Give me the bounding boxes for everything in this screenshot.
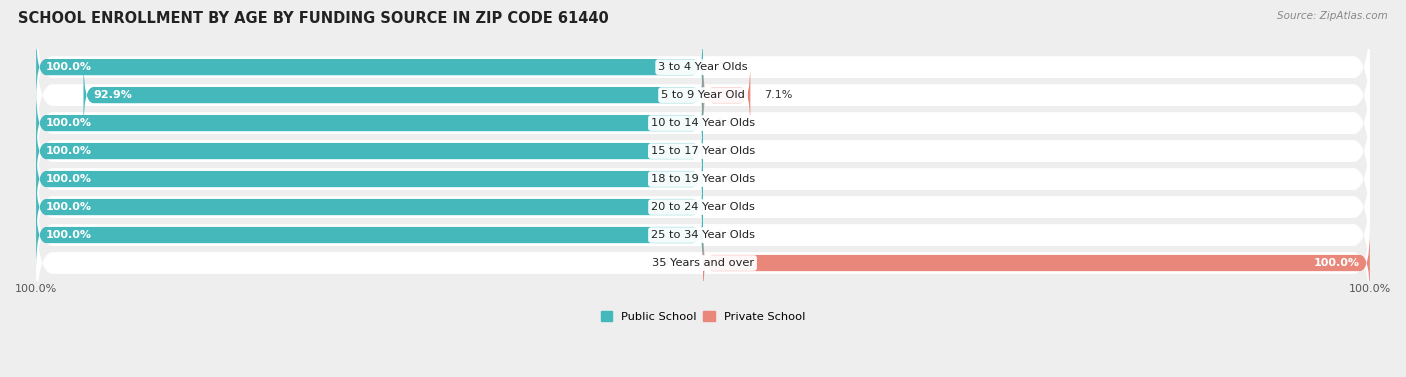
FancyBboxPatch shape xyxy=(37,204,1369,322)
Text: 0.0%: 0.0% xyxy=(716,118,745,128)
Text: 100.0%: 100.0% xyxy=(46,230,93,240)
Legend: Public School, Private School: Public School, Private School xyxy=(596,307,810,326)
FancyBboxPatch shape xyxy=(37,148,1369,266)
Text: SCHOOL ENROLLMENT BY AGE BY FUNDING SOURCE IN ZIP CODE 61440: SCHOOL ENROLLMENT BY AGE BY FUNDING SOUR… xyxy=(18,11,609,26)
FancyBboxPatch shape xyxy=(37,92,1369,210)
FancyBboxPatch shape xyxy=(37,36,1369,154)
FancyBboxPatch shape xyxy=(37,89,703,157)
Text: Source: ZipAtlas.com: Source: ZipAtlas.com xyxy=(1277,11,1388,21)
FancyBboxPatch shape xyxy=(703,61,751,129)
FancyBboxPatch shape xyxy=(37,64,1369,182)
FancyBboxPatch shape xyxy=(37,120,1369,238)
Text: 100.0%: 100.0% xyxy=(46,118,93,128)
Text: 100.0%: 100.0% xyxy=(46,146,93,156)
Text: 35 Years and over: 35 Years and over xyxy=(652,258,754,268)
Text: 0.0%: 0.0% xyxy=(716,202,745,212)
Text: 15 to 17 Year Olds: 15 to 17 Year Olds xyxy=(651,146,755,156)
Text: 0.0%: 0.0% xyxy=(716,230,745,240)
FancyBboxPatch shape xyxy=(37,8,1369,126)
Text: 5 to 9 Year Old: 5 to 9 Year Old xyxy=(661,90,745,100)
FancyBboxPatch shape xyxy=(37,145,703,213)
FancyBboxPatch shape xyxy=(83,61,703,129)
FancyBboxPatch shape xyxy=(37,173,703,241)
Text: 20 to 24 Year Olds: 20 to 24 Year Olds xyxy=(651,202,755,212)
FancyBboxPatch shape xyxy=(37,117,703,185)
Text: 100.0%: 100.0% xyxy=(46,174,93,184)
Text: 100.0%: 100.0% xyxy=(46,62,93,72)
Text: 92.9%: 92.9% xyxy=(93,90,132,100)
FancyBboxPatch shape xyxy=(37,33,703,101)
FancyBboxPatch shape xyxy=(37,176,1369,294)
Text: 0.0%: 0.0% xyxy=(716,62,745,72)
Text: 0.0%: 0.0% xyxy=(661,258,690,268)
Text: 25 to 34 Year Olds: 25 to 34 Year Olds xyxy=(651,230,755,240)
Text: 0.0%: 0.0% xyxy=(716,174,745,184)
FancyBboxPatch shape xyxy=(37,201,703,269)
Text: 0.0%: 0.0% xyxy=(716,146,745,156)
FancyBboxPatch shape xyxy=(703,229,1369,297)
Text: 100.0%: 100.0% xyxy=(1313,258,1360,268)
Text: 3 to 4 Year Olds: 3 to 4 Year Olds xyxy=(658,62,748,72)
Text: 100.0%: 100.0% xyxy=(46,202,93,212)
Text: 10 to 14 Year Olds: 10 to 14 Year Olds xyxy=(651,118,755,128)
Text: 7.1%: 7.1% xyxy=(763,90,792,100)
Text: 18 to 19 Year Olds: 18 to 19 Year Olds xyxy=(651,174,755,184)
